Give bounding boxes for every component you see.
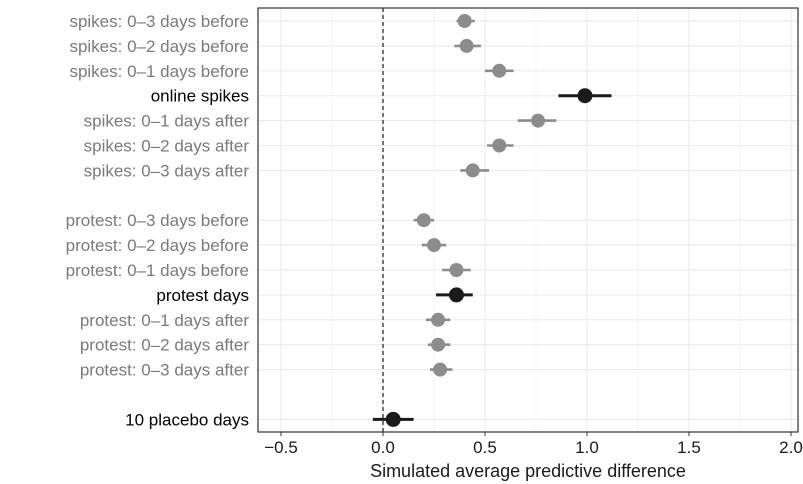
point-estimate <box>457 14 472 28</box>
y-tick-label: protest: 0–2 days before <box>66 236 249 255</box>
y-tick-label: protest: 0–1 days after <box>80 311 249 330</box>
point-estimate <box>431 312 446 327</box>
y-tick-label: spikes: 0–2 days before <box>69 37 249 56</box>
point-estimate <box>385 411 401 427</box>
x-tick-labels: −0.5 0.0 0.5 1.0 1.5 2.0 <box>264 432 803 457</box>
x-tick-label: −0.5 <box>264 438 298 457</box>
point-estimate <box>492 138 507 153</box>
point-estimate <box>431 337 446 352</box>
panel-border <box>257 7 799 433</box>
point-estimate <box>492 63 507 78</box>
y-tick-label: protest: 0–1 days before <box>66 261 249 280</box>
y-tick-label: protest: 0–2 days after <box>80 336 249 355</box>
point-estimate <box>459 38 474 53</box>
x-tick-label: 1.5 <box>677 438 701 457</box>
point-estimate <box>416 213 431 228</box>
y-tick-label: spikes: 0–1 days before <box>69 62 249 81</box>
point-estimate <box>427 238 441 253</box>
y-tick-label: protest days <box>156 286 249 305</box>
y-tick-label: 10 placebo days <box>125 410 249 429</box>
y-tick-label: protest: 0–3 days before <box>66 211 249 230</box>
point-estimate <box>449 263 464 277</box>
y-tick-label: spikes: 0–1 days after <box>84 112 250 131</box>
point-estimate <box>465 163 480 178</box>
y-tick-labels: spikes: 0–3 days before spikes: 0–2 days … <box>66 12 250 429</box>
x-tick-label: 0.5 <box>473 438 497 457</box>
points <box>385 14 593 427</box>
x-tick-label: 0.0 <box>371 438 395 457</box>
point-estimate <box>448 287 464 303</box>
y-tick-label: protest: 0–3 days after <box>80 361 249 380</box>
y-tick-label: spikes: 0–3 days before <box>69 12 249 31</box>
point-estimate <box>577 88 593 104</box>
point-estimate <box>433 362 448 377</box>
y-tick-label: spikes: 0–2 days after <box>84 137 250 156</box>
x-tick-label: 2.0 <box>779 438 803 457</box>
point-estimate <box>531 113 546 128</box>
y-tick-label: spikes: 0–3 days after <box>84 161 250 180</box>
x-tick-label: 1.0 <box>575 438 599 457</box>
grid-lines <box>258 8 798 432</box>
y-tick-label: online spikes <box>151 87 249 106</box>
x-axis-title: Simulated average predictive difference <box>370 461 686 481</box>
